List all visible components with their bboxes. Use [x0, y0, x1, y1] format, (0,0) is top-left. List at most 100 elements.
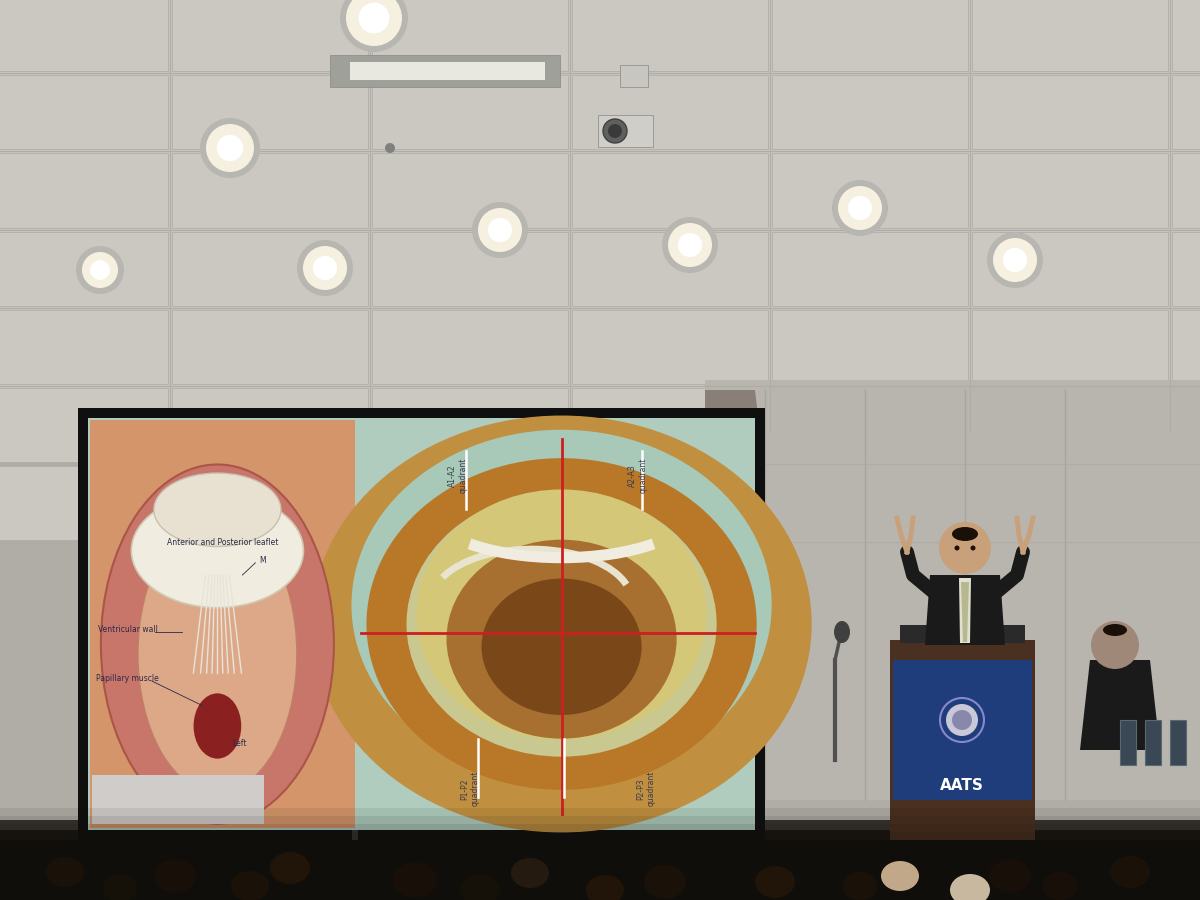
Bar — [372, 76, 568, 149]
Circle shape — [832, 180, 888, 236]
Bar — [972, 153, 1168, 228]
Ellipse shape — [511, 858, 550, 888]
Ellipse shape — [950, 874, 990, 900]
Circle shape — [313, 256, 337, 280]
Bar — [0, 848, 1200, 856]
Text: Left: Left — [233, 740, 247, 749]
Ellipse shape — [270, 852, 310, 884]
Bar — [0, 840, 1200, 848]
Bar — [0, 388, 168, 462]
Ellipse shape — [394, 862, 437, 897]
Circle shape — [668, 223, 712, 267]
Bar — [330, 55, 560, 87]
Bar — [172, 0, 368, 71]
Bar — [0, 830, 1200, 900]
Bar — [0, 153, 168, 228]
Bar — [1172, 0, 1200, 71]
Circle shape — [848, 196, 872, 220]
Ellipse shape — [586, 875, 624, 900]
Text: A1-A2
quadrant: A1-A2 quadrant — [448, 458, 467, 493]
Polygon shape — [82, 418, 100, 900]
Bar — [92, 775, 264, 824]
Text: Ventricular wall: Ventricular wall — [98, 626, 158, 634]
Polygon shape — [925, 575, 1006, 645]
Circle shape — [206, 124, 254, 172]
Bar — [772, 153, 968, 228]
Text: P2-P3
quadrant: P2-P3 quadrant — [636, 771, 655, 806]
Bar — [0, 824, 1200, 832]
Ellipse shape — [154, 473, 281, 546]
Bar — [0, 800, 1200, 808]
Ellipse shape — [481, 579, 642, 715]
Bar — [772, 466, 968, 540]
Text: A2-A3
quadrant: A2-A3 quadrant — [628, 458, 647, 493]
Bar — [372, 231, 568, 306]
Polygon shape — [706, 390, 762, 850]
Circle shape — [662, 217, 718, 273]
Ellipse shape — [230, 871, 269, 900]
Bar — [172, 466, 368, 540]
Bar — [0, 840, 1200, 900]
Bar — [572, 231, 768, 306]
Ellipse shape — [416, 490, 707, 740]
Bar — [0, 310, 168, 384]
Ellipse shape — [952, 527, 978, 541]
Bar — [772, 231, 968, 306]
Bar — [0, 0, 1200, 430]
Bar — [772, 76, 968, 149]
Circle shape — [1003, 248, 1027, 272]
Circle shape — [940, 522, 991, 574]
Circle shape — [952, 710, 972, 730]
Bar — [372, 466, 568, 540]
Bar — [0, 76, 168, 149]
Circle shape — [940, 698, 984, 742]
Circle shape — [90, 260, 110, 280]
Ellipse shape — [366, 458, 757, 790]
Circle shape — [604, 119, 628, 143]
Ellipse shape — [407, 491, 716, 757]
Bar — [172, 153, 368, 228]
Bar — [1172, 231, 1200, 306]
Circle shape — [946, 704, 978, 736]
Circle shape — [200, 118, 260, 178]
Text: AATS: AATS — [940, 778, 984, 793]
Circle shape — [994, 238, 1037, 282]
Circle shape — [608, 124, 622, 138]
Bar — [772, 388, 968, 462]
Bar — [172, 76, 368, 149]
Ellipse shape — [1042, 872, 1078, 900]
Bar — [372, 0, 568, 71]
Bar — [78, 408, 766, 840]
Circle shape — [954, 545, 960, 551]
Bar — [172, 231, 368, 306]
Bar — [620, 65, 648, 87]
Circle shape — [298, 240, 353, 296]
Circle shape — [472, 202, 528, 258]
Circle shape — [217, 135, 244, 161]
Bar — [900, 625, 1025, 643]
Bar — [352, 830, 358, 860]
Bar — [972, 310, 1168, 384]
Bar — [372, 388, 568, 462]
Bar — [972, 0, 1168, 71]
Ellipse shape — [446, 540, 677, 739]
Circle shape — [1091, 621, 1139, 669]
Bar — [890, 640, 1034, 840]
Text: M: M — [259, 556, 266, 565]
Circle shape — [971, 545, 976, 551]
Polygon shape — [1080, 660, 1160, 750]
Bar — [0, 820, 1200, 900]
Bar — [1172, 388, 1200, 462]
Bar — [0, 856, 1200, 864]
Bar — [572, 76, 768, 149]
Bar — [772, 310, 968, 384]
Ellipse shape — [312, 416, 811, 832]
Ellipse shape — [101, 464, 334, 824]
Circle shape — [385, 143, 395, 153]
Bar — [598, 115, 653, 147]
Bar — [0, 816, 1200, 824]
Bar — [772, 0, 968, 71]
Ellipse shape — [1103, 624, 1127, 636]
Circle shape — [838, 186, 882, 230]
Bar — [90, 420, 355, 828]
